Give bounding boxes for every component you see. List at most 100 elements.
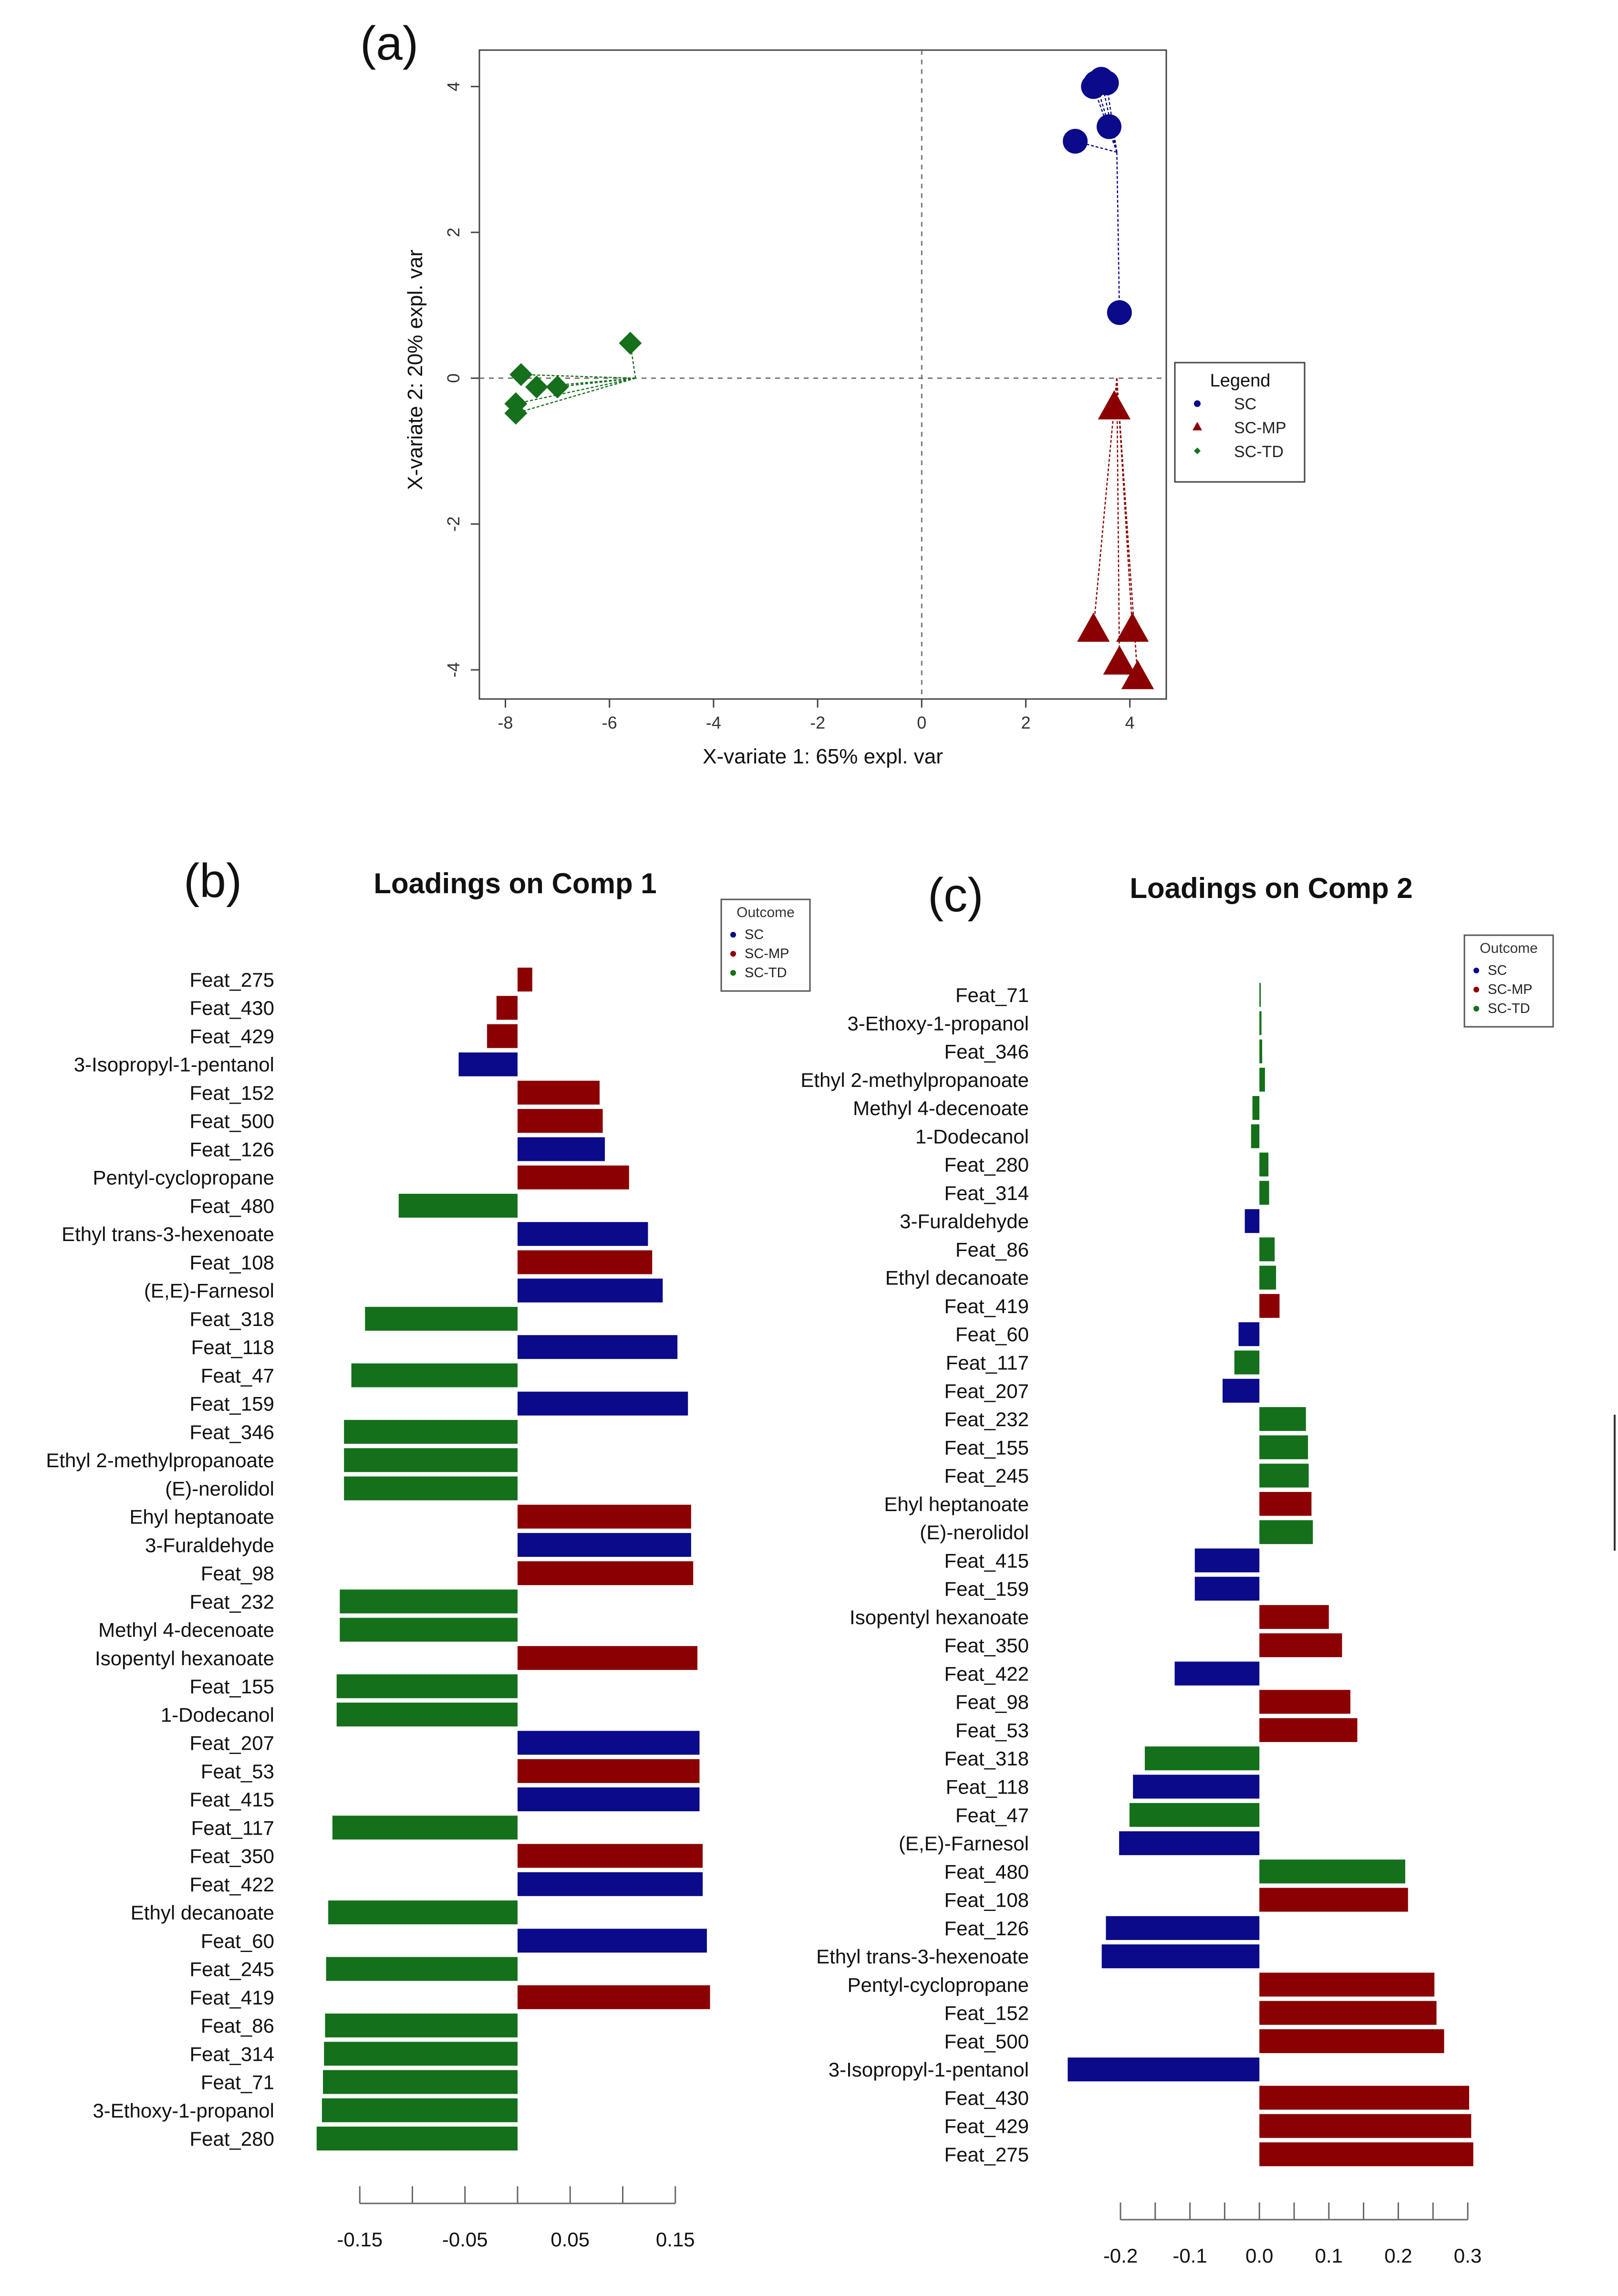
bar-pentyl-cyclopropane bbox=[518, 1165, 629, 1190]
bar-label-ethyl-decanoate: Ethyl decanoate bbox=[131, 1901, 274, 1924]
bar-3-isopropyl-1-pentanol bbox=[458, 1052, 518, 1076]
bar-label-ethyl-decanoate: Ethyl decanoate bbox=[885, 1267, 1029, 1289]
point-sc bbox=[1063, 129, 1088, 154]
bar-feat-245 bbox=[326, 1957, 518, 1981]
bar-label-feat-152: Feat_152 bbox=[190, 1082, 274, 1104]
point-sc bbox=[1094, 70, 1119, 95]
bar-label-isopentyl-hexanoate: Isopentyl hexanoate bbox=[95, 1647, 274, 1670]
point-sc-mp bbox=[1116, 612, 1149, 642]
bar-feat-429 bbox=[1259, 2114, 1472, 2138]
bar-label-e-nerolidol: (E)-nerolidol bbox=[165, 1477, 274, 1500]
legend-marker-sc bbox=[1473, 968, 1479, 973]
bar-feat-500 bbox=[1259, 2029, 1444, 2053]
bar-feat-53 bbox=[518, 1759, 700, 1783]
bar-feat-47 bbox=[1129, 1803, 1260, 1827]
bar-feat-415 bbox=[518, 1787, 700, 1812]
bar-label-3-isopropyl-1-pentanol: 3-Isopropyl-1-pentanol bbox=[74, 1054, 274, 1076]
bar-label-feat-429: Feat_429 bbox=[190, 1025, 274, 1047]
point-sc bbox=[1107, 300, 1132, 325]
bar-feat-318 bbox=[365, 1306, 518, 1331]
bar-label-feat-245: Feat_245 bbox=[190, 1958, 274, 1981]
bar-feat-159 bbox=[518, 1391, 688, 1416]
panel-a-legend-box bbox=[1174, 362, 1306, 483]
bar-ethyl-2-methylpropanoate bbox=[1259, 1067, 1265, 1092]
legend-label-sc-td: SC-TD bbox=[745, 965, 787, 981]
legend-label-sc: SC bbox=[1488, 963, 1507, 978]
bar-label-feat-280: Feat_280 bbox=[944, 1154, 1029, 1176]
bar-label-feat-314: Feat_314 bbox=[190, 2043, 274, 2065]
bar-feat-280 bbox=[1259, 1152, 1269, 1177]
bar-ethyl-decanoate bbox=[328, 1900, 518, 1925]
bar-label-feat-275: Feat_275 bbox=[190, 969, 274, 991]
bar-label-isopentyl-hexanoate: Isopentyl hexanoate bbox=[850, 1606, 1029, 1628]
bar-label-feat-53: Feat_53 bbox=[955, 1719, 1029, 1742]
bar-label-feat-346: Feat_346 bbox=[944, 1041, 1029, 1063]
legend-marker-sc-td bbox=[1194, 448, 1201, 454]
bar-label-feat-314: Feat_314 bbox=[944, 1182, 1029, 1204]
bar-label-feat-346: Feat_346 bbox=[190, 1421, 274, 1443]
bar-label-feat-480: Feat_480 bbox=[944, 1860, 1029, 1883]
bar-label-feat-245: Feat_245 bbox=[944, 1465, 1029, 1487]
bar-label-feat-318: Feat_318 bbox=[190, 1308, 274, 1330]
bar-feat-350 bbox=[1259, 1633, 1342, 1658]
bar-isopentyl-hexanoate bbox=[1259, 1605, 1329, 1629]
bar-label-ethyl-2-methylpropanoate: Ethyl 2-methylpropanoate bbox=[800, 1069, 1029, 1091]
bar-label-3-isopropyl-1-pentanol: 3-Isopropyl-1-pentanol bbox=[829, 2058, 1029, 2081]
legend-label-sc-mp: SC-MP bbox=[1488, 982, 1532, 997]
panel-a-legend-title: Legend bbox=[1210, 371, 1271, 391]
star-link-sc-td bbox=[521, 374, 636, 379]
bar-ehyl-heptanoate bbox=[518, 1504, 691, 1529]
x-tick-label: 0.05 bbox=[550, 2228, 590, 2251]
bar-feat-60 bbox=[1238, 1322, 1260, 1346]
point-sc-mp bbox=[1077, 612, 1110, 642]
bar-label-methyl-4-decenoate: Methyl 4-decenoate bbox=[98, 1619, 274, 1641]
bar-feat-86 bbox=[325, 2014, 518, 2038]
bar-feat-60 bbox=[518, 1929, 707, 1953]
bar-e-e-farnesol bbox=[1119, 1831, 1260, 1856]
panel-a-y-axis-label: X-variate 2: 20% expl. var bbox=[404, 250, 427, 490]
bar-feat-71 bbox=[323, 2070, 518, 2094]
x-tick-label: -6 bbox=[602, 713, 617, 732]
bar-feat-207 bbox=[518, 1731, 700, 1755]
bar-feat-159 bbox=[1194, 1576, 1260, 1601]
bar-1-dodecanol bbox=[336, 1702, 518, 1727]
bar-feat-108 bbox=[1259, 1888, 1408, 1912]
bar-label-e-e-farnesol: (E,E)-Farnesol bbox=[899, 1832, 1029, 1855]
y-tick-label: -4 bbox=[444, 662, 463, 678]
legend-label-sc-td: SC-TD bbox=[1488, 1001, 1530, 1016]
x-tick-label: 2 bbox=[1021, 713, 1030, 732]
bar-label-feat-350: Feat_350 bbox=[190, 1845, 274, 1868]
bar-label-methyl-4-decenoate: Methyl 4-decenoate bbox=[853, 1097, 1029, 1119]
bar-feat-117 bbox=[332, 1816, 518, 1840]
bar-feat-430 bbox=[496, 996, 518, 1020]
bar-ethyl-2-methylpropanoate bbox=[344, 1448, 518, 1472]
bar-feat-86 bbox=[1259, 1237, 1275, 1262]
point-sc-td bbox=[504, 401, 528, 425]
bar-feat-117 bbox=[1234, 1350, 1260, 1375]
bar-feat-350 bbox=[518, 1844, 703, 1868]
bar-feat-98 bbox=[518, 1561, 694, 1586]
bar-feat-275 bbox=[1259, 2142, 1473, 2166]
bar-label-feat-108: Feat_108 bbox=[944, 1889, 1029, 1911]
bar-label-feat-500: Feat_500 bbox=[944, 2030, 1029, 2053]
x-tick-label: 0.3 bbox=[1454, 2244, 1482, 2267]
panel-c-loadings-comp2: (c) Loadings on Comp 2 Feat_71 3-Ethoxy-1… bbox=[800, 868, 1554, 2267]
bar-ethyl-trans-3-hexenoate bbox=[518, 1222, 648, 1246]
bar-label-feat-430: Feat_430 bbox=[190, 997, 274, 1019]
bar-label-feat-47: Feat_47 bbox=[955, 1804, 1029, 1826]
panel-b-legend-box bbox=[720, 898, 811, 992]
star-link-sc-td bbox=[516, 377, 636, 405]
bar-feat-155 bbox=[1259, 1435, 1308, 1460]
legend-marker-sc bbox=[730, 932, 736, 938]
bar-3-furaldehyde bbox=[518, 1533, 691, 1557]
bar-label-feat-86: Feat_86 bbox=[201, 2014, 274, 2037]
panel-c-title: Loadings on Comp 2 bbox=[1130, 872, 1412, 904]
bar-label-feat-419: Feat_419 bbox=[944, 1295, 1029, 1317]
bar-label-feat-419: Feat_419 bbox=[190, 1986, 274, 2009]
panel-b-loadings-comp1: (b) Loadings on Comp 1 Feat_275Feat_430F… bbox=[46, 854, 811, 2251]
bar-label-3-ethoxy-1-propanol: 3-Ethoxy-1-propanol bbox=[847, 1012, 1029, 1034]
x-tick-label: -0.05 bbox=[442, 2228, 488, 2251]
bar-label-feat-350: Feat_350 bbox=[944, 1634, 1029, 1657]
panel-c-legend-box bbox=[1463, 934, 1554, 1028]
